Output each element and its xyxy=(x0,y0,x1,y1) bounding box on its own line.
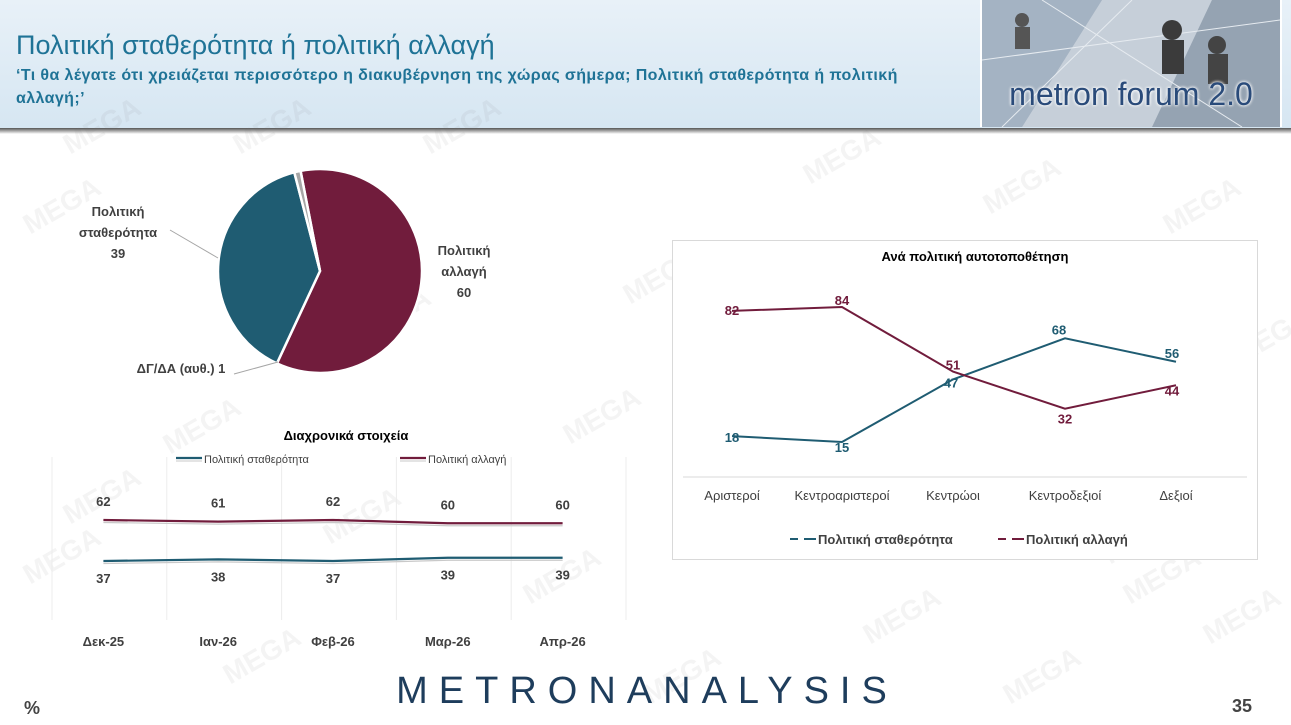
ideology-x-tick-label: Κεντροαριστεροί xyxy=(795,488,890,503)
watermark-text: MEGA xyxy=(977,151,1066,220)
ideology-data-label: 47 xyxy=(944,375,958,390)
ideology-data-label: 18 xyxy=(725,430,739,445)
pie-label-stability: 39 xyxy=(111,246,125,261)
watermark-text: MEGA xyxy=(857,581,946,650)
trend-x-tick-label: Απρ-26 xyxy=(540,634,586,649)
ideology-data-label: 44 xyxy=(1165,383,1180,398)
pie-slice-dkna xyxy=(292,169,322,272)
ideology-x-tick-label: Κεντροδεξιοί xyxy=(1029,488,1102,503)
watermark-text: MEGA xyxy=(1197,581,1286,650)
pie-label-change: αλλαγή xyxy=(441,264,487,279)
pie-label-dkna: ΔΓ/ΔΑ (αυθ.) 1 xyxy=(137,361,226,376)
ideology-legend-item: Πολιτική αλλαγή xyxy=(998,532,1128,547)
trend-legend-label: Πολιτική αλλαγή xyxy=(428,454,506,466)
trend-x-tick-label: Μαρ-26 xyxy=(425,634,471,649)
metron-forum-badge: metron forum 2.0 xyxy=(980,0,1282,127)
trend-data-label: 62 xyxy=(326,494,340,509)
watermark-text: MEGA xyxy=(997,641,1086,710)
pie-label-change: Πολιτική xyxy=(438,243,491,258)
trend-x-tick-label: Ιαν-26 xyxy=(199,634,237,649)
trend-data-label: 61 xyxy=(211,496,225,511)
ideology-legend-label: Πολιτική σταθερότητα xyxy=(818,532,953,547)
trend-line-shadow xyxy=(103,521,563,527)
trend-line-change xyxy=(103,518,563,525)
watermark-text: MEGA xyxy=(1157,171,1246,240)
ideology-chart: Ανά πολιτική αυτοτοποθέτηση 18 15 47 68 56 82 8… xyxy=(683,249,1247,547)
ideology-legend-item: Πολιτική σταθερότητα xyxy=(790,532,953,547)
leader-line-stability xyxy=(169,229,219,259)
trend-legend-label: Πολιτική σταθερότητα xyxy=(204,454,309,466)
pie-slice-stability xyxy=(216,170,322,366)
trend-title: Διαχρονικά στοιχεία xyxy=(284,428,409,443)
trend-data-label: 38 xyxy=(211,569,225,584)
page-title: Πολιτική σταθερότητα ή πολιτική αλλαγή xyxy=(16,30,495,60)
pie-label-stability: Πολιτική xyxy=(92,204,145,219)
trend-line-shadow xyxy=(103,559,563,565)
trend-data-label: 37 xyxy=(326,571,340,586)
forum-label: metron forum 2.0 xyxy=(1009,76,1253,112)
metron-analysis-logo: METRONANALYSIS xyxy=(396,670,898,712)
trend-data-label: 60 xyxy=(555,497,569,512)
ideology-data-label: 82 xyxy=(725,303,739,318)
pie-label-stability: σταθερότητα xyxy=(79,225,157,240)
ideology-x-tick-label: Αριστεροί xyxy=(704,488,760,503)
ideology-data-label: 68 xyxy=(1052,322,1066,337)
ideology-x-tick-label: Δεξιοί xyxy=(1159,488,1192,503)
ideology-data-label: 51 xyxy=(946,358,960,373)
ideology-chart-frame: Ανά πολιτική αυτοτοποθέτηση 18 15 47 68 56 82 8… xyxy=(672,240,1258,560)
page-number: 35 xyxy=(1232,696,1253,716)
forum-photo-decoration xyxy=(982,0,1280,127)
trend-x-tick-label: Φεβ-26 xyxy=(311,634,355,649)
trend-legend-item: Πολιτική σταθερότητα xyxy=(176,454,309,466)
ideology-x-tick-label: Κεντρώοι xyxy=(926,488,980,503)
trend-data-label: 60 xyxy=(441,497,455,512)
header-divider xyxy=(0,128,1291,134)
ideology-legend-label: Πολιτική αλλαγή xyxy=(1026,532,1128,547)
ideology-title: Ανά πολιτική αυτοτοποθέτηση xyxy=(882,249,1069,264)
leader-line-dkna xyxy=(233,361,279,375)
trend-x-tick-label: Δεκ-25 xyxy=(83,634,125,649)
trend-data-label: 39 xyxy=(441,568,455,583)
trend-data-label: 37 xyxy=(96,571,110,586)
trend-legend-item: Πολιτική αλλαγή xyxy=(400,454,506,466)
pie-label-change: 60 xyxy=(457,285,471,300)
pie-chart: Πολιτική αλλαγή 60 Πολιτική σταθερότητα 39 ΔΓ/… xyxy=(79,167,491,376)
ideology-data-label: 84 xyxy=(835,293,850,308)
percent-unit: % xyxy=(24,698,41,718)
ideology-line-change xyxy=(731,305,1177,410)
pie-slice-change xyxy=(275,167,424,375)
trend-data-label: 62 xyxy=(96,494,110,509)
ideology-data-label: 32 xyxy=(1058,412,1072,427)
ideology-data-label: 56 xyxy=(1165,346,1179,361)
trend-data-label: 39 xyxy=(555,568,569,583)
trend-chart: Διαχρονικά στοιχεία Πολιτική σταθερότητα Π… xyxy=(51,428,627,649)
ideology-data-label: 15 xyxy=(835,440,849,455)
trend-line-stability xyxy=(103,556,563,563)
ideology-line-stability xyxy=(731,337,1177,444)
page-subtitle: ‘Τι θα λέγατε ότι χρειάζεται περισσότερο… xyxy=(16,67,898,107)
